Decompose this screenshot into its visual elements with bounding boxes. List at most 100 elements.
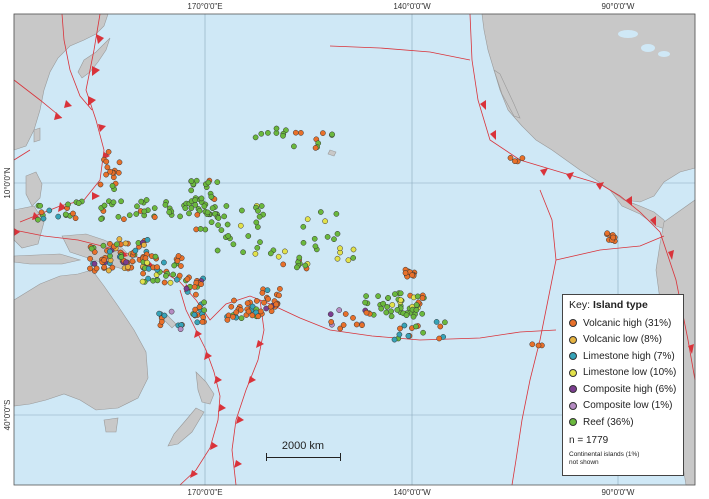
island-point [158,318,165,325]
island-point [215,222,221,228]
island-point [410,313,417,320]
scale-bar-tick-left [266,453,267,461]
island-point [123,259,129,266]
island-point [208,219,215,226]
legend-label: Limestone low (10%) [583,367,677,379]
island-point [205,179,212,186]
island-point [171,262,178,269]
island-point [188,178,195,184]
island-point [105,149,112,155]
island-point [237,222,244,229]
island-point [209,205,216,212]
island-point [193,291,199,298]
map-frame [13,13,696,486]
scale-bar-label: 2000 km [281,440,325,452]
island-point [507,155,514,161]
island-point [328,319,335,325]
island-point [442,319,448,326]
legend-item: Volcanic high (31%) [569,315,677,332]
island-point [107,241,113,247]
island-point [201,203,208,210]
legend-swatch [569,368,577,377]
island-point [384,304,390,310]
island-point [231,297,237,304]
island-point [280,132,286,139]
island-point [223,203,230,209]
island-point [375,293,381,299]
legend-item: Limestone high (7%) [569,348,677,365]
island-point [252,134,259,141]
island-point [152,253,159,260]
island-point [296,254,303,261]
island-point [62,211,69,218]
island-point [312,243,319,250]
island-point [334,255,341,262]
legend-swatch [569,401,577,410]
island-point [103,171,109,178]
legend-title: Key: Island type [569,299,677,311]
legend-note-line-1: Continental islands (1%) [569,450,640,458]
island-point [378,305,385,312]
island-point [46,207,53,214]
island-point [168,308,175,315]
island-point [118,198,124,205]
island-point [414,293,421,300]
island-point [304,216,311,223]
island-point [151,205,158,211]
legend-label: Volcanic high (31%) [583,317,672,329]
island-point [225,233,232,239]
island-point [101,264,108,271]
island-point [350,315,356,321]
island-point [267,303,274,310]
island-points [35,125,618,349]
island-point [138,198,145,205]
island-point [75,200,82,207]
island-point [413,307,420,313]
island-point [258,130,265,137]
island-point [55,213,62,220]
island-point [385,295,391,301]
island-point [604,230,611,237]
island-point [345,257,352,264]
island-point [188,187,195,194]
island-point [535,342,542,349]
island-point [163,273,169,279]
island-point [254,244,261,251]
island-point [273,301,280,308]
island-point [118,254,125,260]
legend-swatch [569,418,577,427]
legend-key-prefix: Key: [569,299,591,311]
legend-item: Volcanic low (8%) [569,332,677,349]
island-point [402,270,409,276]
island-point [336,307,343,313]
island-point [280,261,287,268]
island-point [363,309,370,316]
island-point [397,297,404,303]
island-point [392,291,398,297]
island-point [106,248,113,255]
island-point [214,247,221,254]
island-point [253,219,260,226]
great-lakes [618,30,670,57]
island-point [403,312,410,319]
island-point [419,310,426,317]
island-point [65,201,71,208]
legend-swatch [569,385,577,394]
island-point [327,311,334,318]
island-point [177,326,184,333]
island-point [394,307,401,313]
island-point [215,215,222,221]
island-point [433,319,440,325]
island-point [268,308,275,315]
island-point [141,242,147,248]
legend-label: Composite low (1%) [583,400,673,412]
scale-bar: 2000 km [262,440,344,462]
island-point [397,325,403,332]
island-point [188,205,195,211]
island-point [512,158,518,165]
island-point [201,299,207,306]
island-point [109,183,116,189]
island-point [334,230,341,237]
legend-label: Limestone high (7%) [583,350,675,362]
